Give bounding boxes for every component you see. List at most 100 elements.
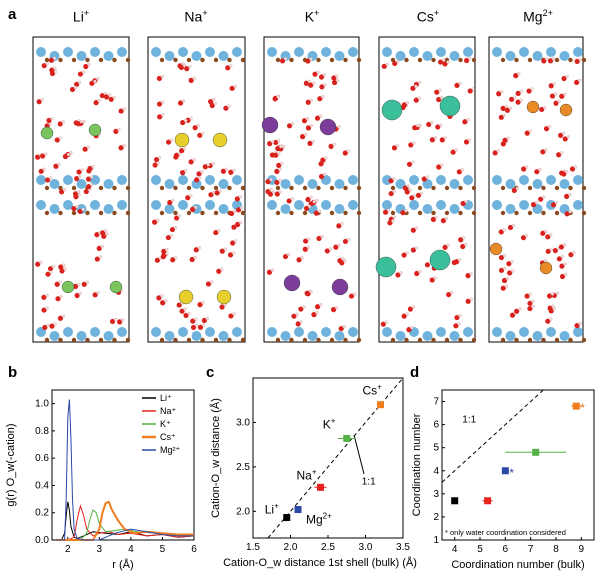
hydrogen-atom — [196, 124, 200, 128]
oxygen-atom — [173, 152, 180, 158]
oxygen-atom — [75, 121, 82, 127]
hydrogen-atom — [309, 195, 313, 200]
surface-atom — [267, 200, 277, 210]
surface-atom — [151, 200, 161, 210]
y-tick-label: 1 — [433, 535, 439, 546]
hydrogen-atom — [496, 149, 500, 153]
hydrogen-atom — [45, 62, 49, 66]
oxygen-atom — [74, 81, 80, 87]
hydrogen-atom — [384, 320, 388, 324]
surface-atom — [546, 175, 556, 185]
dark-atom — [213, 210, 219, 216]
dark-atom — [316, 185, 321, 191]
oxygen-atom — [307, 140, 313, 147]
oxygen-atom — [276, 162, 282, 168]
hydrogen-atom — [43, 152, 48, 156]
hydrogen-atom — [187, 311, 191, 316]
oxygen-atom — [509, 96, 515, 102]
oxygen-atom — [77, 71, 84, 77]
hydrogen-atom — [471, 87, 475, 91]
oxygen-atom — [228, 169, 234, 175]
hydrogen-atom — [169, 138, 174, 142]
hydrogen-atom — [193, 255, 197, 260]
oxygen-atom — [299, 134, 306, 140]
surface-atom — [573, 47, 583, 57]
oxygen-atom — [282, 253, 289, 260]
series-line-4 — [55, 399, 194, 541]
oxygen-atom — [436, 96, 442, 103]
oxygen-atom — [113, 128, 119, 135]
hydrogen-atom — [515, 186, 519, 191]
dark-atom — [289, 185, 294, 191]
hydrogen-atom — [276, 95, 280, 99]
oxygen-atom — [189, 256, 195, 263]
hydrogen-atom — [183, 146, 187, 151]
hydrogen-atom — [307, 204, 312, 209]
surface-atom — [294, 200, 304, 210]
hydrogen-atom — [181, 99, 186, 103]
structure-box-1 — [147, 36, 246, 343]
hydrogen-atom — [283, 57, 288, 61]
hydrogen-atom — [76, 282, 81, 287]
dark-atom — [417, 337, 423, 343]
oxygen-atom — [152, 162, 158, 168]
chart-coordination: 4 5 6 7 8 9 1 2 3 4 5 6 7 Coordination number (bulk) C… — [411, 389, 595, 571]
hydrogen-atom — [457, 322, 461, 326]
surface-atom — [463, 175, 473, 185]
oxygen-atom — [538, 196, 544, 202]
oxygen-atom — [176, 302, 182, 308]
surface-atom — [321, 47, 331, 57]
dark-atom — [581, 210, 587, 216]
surface-atom — [294, 327, 304, 337]
dark-atom — [500, 185, 506, 191]
hydrogen-atom — [277, 151, 281, 155]
oxygen-atom — [409, 195, 415, 201]
oxygen-atom — [332, 79, 338, 86]
hydrogen-atom — [271, 190, 276, 194]
oxygen-atom — [437, 59, 444, 65]
dark-atom — [44, 337, 50, 343]
hydrogen-atom — [342, 324, 346, 329]
hydrogen-atom — [51, 265, 56, 269]
hydrogen-atom — [290, 197, 294, 201]
oxygen-atom — [165, 139, 172, 145]
dark-atom — [227, 57, 232, 63]
x-tick-label: 7 — [528, 544, 534, 555]
oxygen-atom — [569, 166, 576, 172]
y-axis-label: Cation-O_w distance (Å) — [209, 398, 222, 518]
oxygen-atom — [562, 136, 568, 142]
x-tick-label: 5 — [160, 544, 166, 555]
hydrogen-atom — [98, 255, 103, 259]
oxygen-atom — [401, 313, 407, 319]
dark-atom — [186, 210, 192, 216]
oxygen-atom — [342, 150, 348, 156]
oxygen-atom — [69, 86, 76, 93]
oxygen-atom — [196, 171, 202, 177]
hydrogen-atom — [413, 194, 417, 198]
surface-atom — [191, 179, 202, 189]
hydrogen-atom — [182, 63, 187, 68]
hydrogen-atom — [446, 243, 450, 247]
hydrogen-atom — [80, 168, 84, 172]
hydrogen-atom — [201, 300, 205, 305]
oxygen-atom — [48, 57, 55, 63]
surface-atom — [492, 175, 502, 185]
oxygen-atom — [303, 205, 310, 211]
hydrogen-atom — [551, 57, 556, 61]
hydrogen-atom — [217, 228, 221, 233]
surface-atom — [436, 175, 446, 185]
dark-atom — [541, 337, 546, 343]
hydrogen-atom — [405, 101, 409, 105]
hydrogen-atom — [165, 247, 169, 252]
hydrogen-atom — [502, 113, 506, 117]
dark-atom — [431, 185, 436, 191]
dark-atom — [186, 57, 192, 63]
oxygen-atom — [286, 198, 292, 204]
hydrogen-atom — [316, 70, 320, 74]
panel-letter-d: d — [410, 364, 420, 381]
hydrogen-atom — [322, 73, 327, 77]
hydrogen-atom — [78, 174, 82, 179]
x-axis-label: Cation-O_w distance 1st shell (bulk) (Å) — [223, 556, 417, 569]
oxygen-atom — [547, 58, 554, 64]
oxygen-atom — [273, 152, 279, 158]
